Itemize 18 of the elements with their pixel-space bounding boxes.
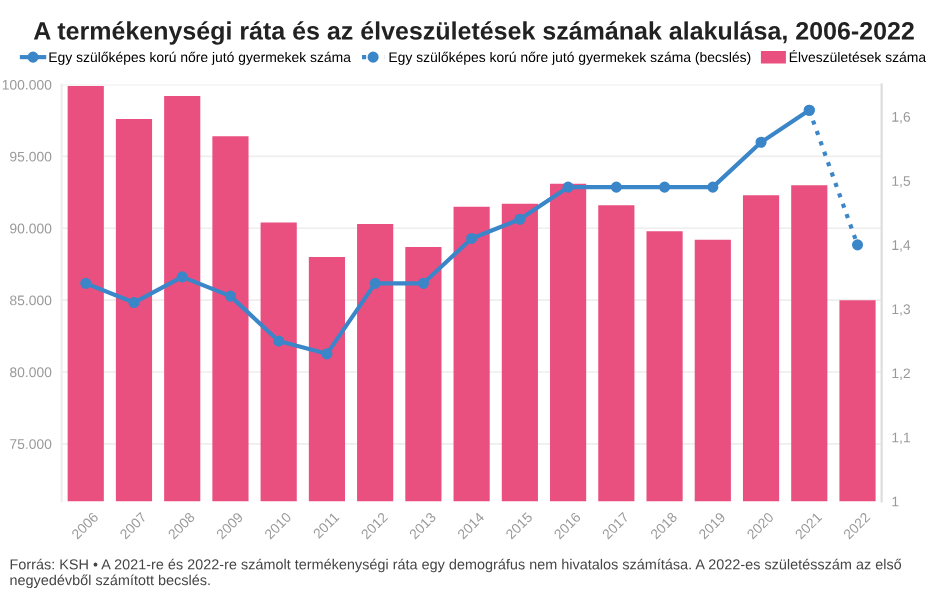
point [707, 181, 719, 193]
point [514, 213, 526, 225]
point [321, 348, 333, 360]
chart-title: A termékenységi ráta és az élveszületések számának alakulása, 2006-2022 [33, 21, 914, 45]
point [417, 277, 429, 289]
point [803, 104, 815, 116]
point [176, 271, 188, 283]
point [224, 290, 236, 302]
point [80, 277, 92, 289]
point [369, 277, 381, 289]
point [851, 239, 864, 251]
point [562, 181, 574, 193]
point [610, 181, 622, 193]
point [273, 335, 285, 347]
point [659, 181, 671, 193]
point [466, 232, 478, 244]
point [755, 136, 767, 148]
point [128, 297, 140, 309]
